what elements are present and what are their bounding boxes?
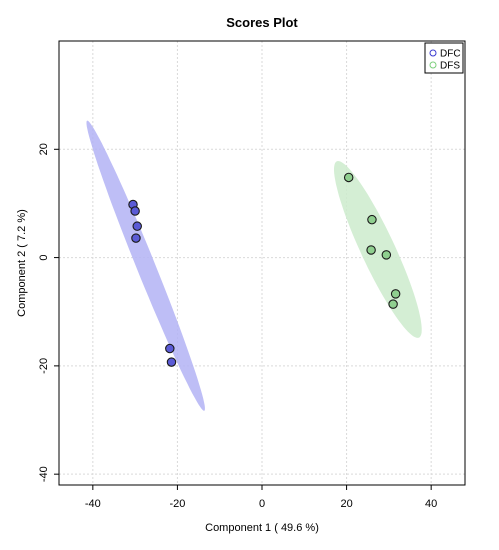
point-dfs-2 xyxy=(366,245,376,255)
x-tick-label-3: 20 xyxy=(340,498,352,510)
point-dfc-3 xyxy=(131,233,141,243)
x-tick-label-2: 0 xyxy=(259,498,265,510)
legend-marker-dfs xyxy=(429,61,437,69)
point-dfs-5 xyxy=(388,299,398,309)
y-tick-label-1: -20 xyxy=(38,358,50,374)
x-tick-label-4: 40 xyxy=(425,498,437,510)
y-axis-label: Component 2 ( 7.2 %) xyxy=(16,209,28,317)
point-dfc-5 xyxy=(166,357,177,367)
x-axis-ticks: -40 -20 0 20 40 xyxy=(85,485,437,510)
x-axis-label: Component 1 ( 49.6 %) xyxy=(205,522,319,534)
point-dfs-3 xyxy=(381,250,392,260)
grid-lines xyxy=(59,41,465,485)
chart-title: Scores Plot xyxy=(226,15,298,30)
legend-label-dfc: DFC xyxy=(440,49,461,60)
confidence-ellipses xyxy=(86,120,422,411)
x-tick-label-1: -20 xyxy=(169,498,185,510)
y-tick-label-3: 20 xyxy=(38,143,50,155)
point-dfs-1 xyxy=(367,214,377,225)
point-dfc-1 xyxy=(130,206,140,216)
ellipse-dfs xyxy=(334,161,422,338)
point-dfs-0 xyxy=(343,172,354,183)
x-tick-label-0: -40 xyxy=(85,498,101,510)
y-tick-label-0: -40 xyxy=(38,466,50,482)
ellipse-dfc xyxy=(86,120,205,411)
point-dfc-4 xyxy=(165,343,175,354)
y-tick-label-2: 0 xyxy=(38,255,50,261)
score-points xyxy=(128,172,401,367)
point-dfc-2 xyxy=(132,221,142,231)
legend-marker-dfc xyxy=(429,49,437,57)
legend-label-dfs: DFS xyxy=(440,61,460,72)
y-axis-ticks: -40 -20 0 20 xyxy=(38,143,59,482)
point-dfs-4 xyxy=(390,289,401,299)
